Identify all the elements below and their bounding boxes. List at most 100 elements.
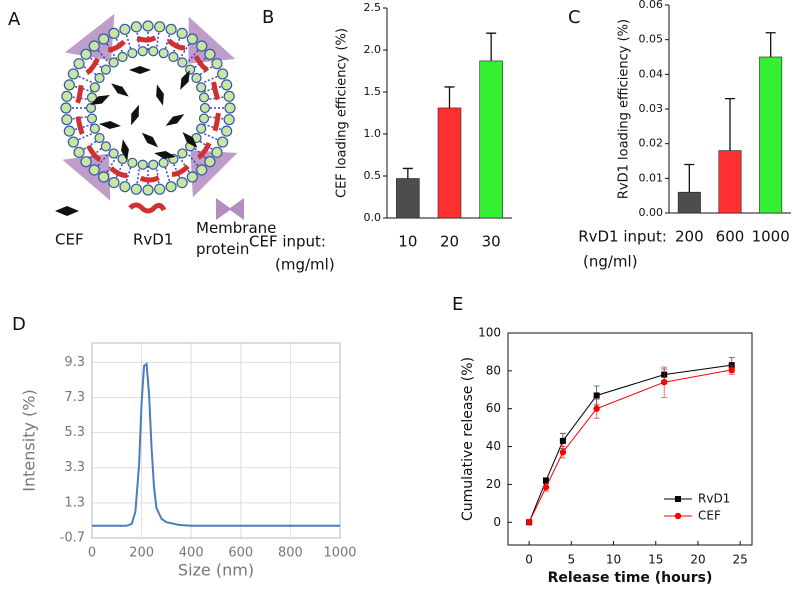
lipid-head (216, 136, 229, 148)
y-tick-label: -0.7 (60, 531, 85, 546)
y-tick-label: 80 (486, 363, 501, 377)
cef (129, 66, 151, 74)
cef (90, 95, 110, 105)
lipid-head (211, 146, 223, 158)
cef (111, 83, 129, 97)
rvd1 (196, 142, 212, 160)
error-bar (765, 32, 776, 57)
rvd1 (136, 35, 157, 43)
lipid-head (196, 82, 207, 93)
y-tick-label: 20 (486, 477, 501, 491)
cef (121, 139, 129, 161)
y-axis-label: Cumulative release (%) (460, 357, 476, 521)
y-tick-label: 0.03 (639, 102, 664, 115)
lipid-head (148, 159, 159, 170)
x-tick-label: 400 (179, 546, 204, 561)
legend-marker (674, 512, 682, 520)
y-tick-label: 1.3 (64, 495, 85, 510)
panel-label: C (568, 7, 581, 28)
legend-label: Membrane protein (196, 219, 277, 258)
error-bar (725, 97, 735, 151)
rvd1 (166, 38, 186, 51)
lipid-head (137, 46, 148, 57)
lipid-head (196, 40, 208, 52)
membrane-protein (64, 13, 115, 61)
x-tick-label: 1000 (323, 546, 356, 561)
rvd1 (139, 175, 160, 183)
x-tick-label: 30 (482, 233, 501, 251)
cef (99, 121, 121, 129)
x-tick-label: 0 (88, 546, 96, 561)
cef (180, 70, 190, 90)
y-tick-label: 0.0 (364, 211, 382, 224)
lipid-head (61, 90, 73, 102)
legend-label: RvD1 (133, 231, 173, 249)
bar (759, 56, 783, 214)
marker (559, 437, 566, 444)
lipid-head (223, 90, 235, 102)
lipid-head (158, 48, 169, 59)
panel-label: E (452, 294, 463, 315)
panel-label: A (8, 9, 21, 30)
y-tick-label: 0.05 (639, 33, 664, 46)
lipid-head (63, 125, 75, 137)
error-bar (444, 86, 455, 108)
lipid-head (185, 64, 196, 75)
rvd1 (211, 81, 221, 101)
lipid-head (137, 159, 148, 170)
y-tick-label: 2.5 (364, 1, 382, 14)
y-tick-label: 5.3 (64, 425, 85, 440)
lipid-head (89, 123, 100, 134)
rvd1 (109, 166, 128, 178)
x-axis-unit: (mg/ml) (275, 256, 335, 274)
x-axis-label: Size (nm) (178, 561, 254, 580)
rvd1 (75, 116, 85, 136)
y-axis-label: Intensity (%) (20, 389, 39, 491)
cef (154, 151, 176, 159)
y-tick-label: 60 (486, 401, 501, 415)
error-bar (684, 163, 695, 193)
x-tick-label: 10 (398, 233, 417, 251)
marker (542, 484, 550, 491)
lipid-head (100, 141, 111, 152)
lipid-head (168, 51, 179, 63)
lipid-head (158, 157, 169, 168)
lipid-head (88, 40, 100, 52)
lipid-head (127, 48, 138, 59)
rvd1 (75, 84, 84, 104)
bar (718, 150, 742, 214)
y-tick-label: 0.04 (639, 67, 664, 80)
lipid-head (204, 156, 216, 168)
x-tick-label: 25 (733, 553, 748, 567)
x-tick-label: 0 (525, 553, 533, 567)
lipid-head (119, 23, 131, 35)
lipid-head (177, 148, 188, 159)
panel-label: D (12, 314, 26, 335)
lipid-head (100, 64, 111, 75)
lipid-head (108, 148, 119, 159)
lipid-head (148, 46, 159, 57)
bar (396, 178, 420, 219)
legend-label: CEF (55, 231, 84, 249)
legend-label: RvD1 (698, 492, 730, 506)
lipid-head (130, 183, 142, 195)
cef (131, 104, 139, 126)
lipid-head (211, 58, 223, 70)
lipid-head (85, 102, 97, 114)
y-tick-label: 1.5 (364, 85, 382, 98)
lipid-head (94, 72, 105, 84)
rvd1 (85, 57, 100, 76)
lipid-head (176, 176, 188, 189)
lipid-head (80, 156, 92, 168)
bar (437, 107, 462, 219)
lipid-head (89, 82, 100, 93)
lipid-head (98, 171, 110, 183)
rvd1 (212, 112, 221, 132)
marker (542, 477, 549, 484)
y-tick-label: 0.01 (639, 171, 664, 184)
lipid-head (186, 171, 198, 183)
x-tick-label: 20 (440, 233, 459, 251)
marker (660, 379, 668, 386)
